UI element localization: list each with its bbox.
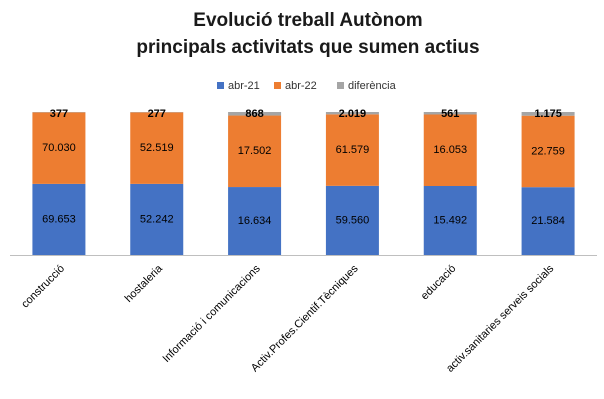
bar-segment [32,183,86,255]
bar-segment [521,187,575,255]
value-label: 22.759 [531,145,565,157]
bar-segment [325,185,379,255]
value-label: 377 [50,108,68,120]
bar-segment [130,112,184,184]
value-label: 21.584 [531,215,565,227]
value-label: 561 [441,108,459,120]
bar-segment [423,112,477,115]
bar-segment [228,115,282,188]
legend-swatch [337,82,344,89]
bar-segment [423,114,477,186]
chart-title: principals activitats que sumen actius [136,37,479,58]
legend-label: diferència [348,80,397,92]
value-label: 52.519 [140,142,174,154]
value-label: 15.492 [433,214,467,226]
bar-segment [325,114,379,186]
value-label: 70.030 [42,142,76,154]
value-label: 868 [245,108,263,120]
value-label: 1.175 [534,108,562,120]
bar-segment [521,115,575,188]
value-label: 52.242 [140,213,174,225]
bar-segment [228,112,282,116]
bar-segment [32,112,86,184]
value-label: 16.053 [433,144,467,156]
bar-segment [228,187,282,255]
legend-swatch [274,82,281,89]
value-label: 277 [148,108,166,120]
value-label: 16.634 [238,215,272,227]
value-label: 69.653 [42,213,76,225]
bar-segment [521,112,575,116]
bar-segment [325,112,379,115]
legend-label: abr-21 [228,80,260,92]
value-label: 59.560 [336,214,370,226]
value-label: 2.019 [339,108,367,120]
legend-swatch [217,82,224,89]
value-label: 61.579 [336,144,370,156]
value-label: 17.502 [238,145,272,157]
chart-title: Evolució treball Autònom [193,10,422,31]
legend-label: abr-22 [285,80,317,92]
bar-segment [130,183,184,255]
bar-segment [423,185,477,255]
